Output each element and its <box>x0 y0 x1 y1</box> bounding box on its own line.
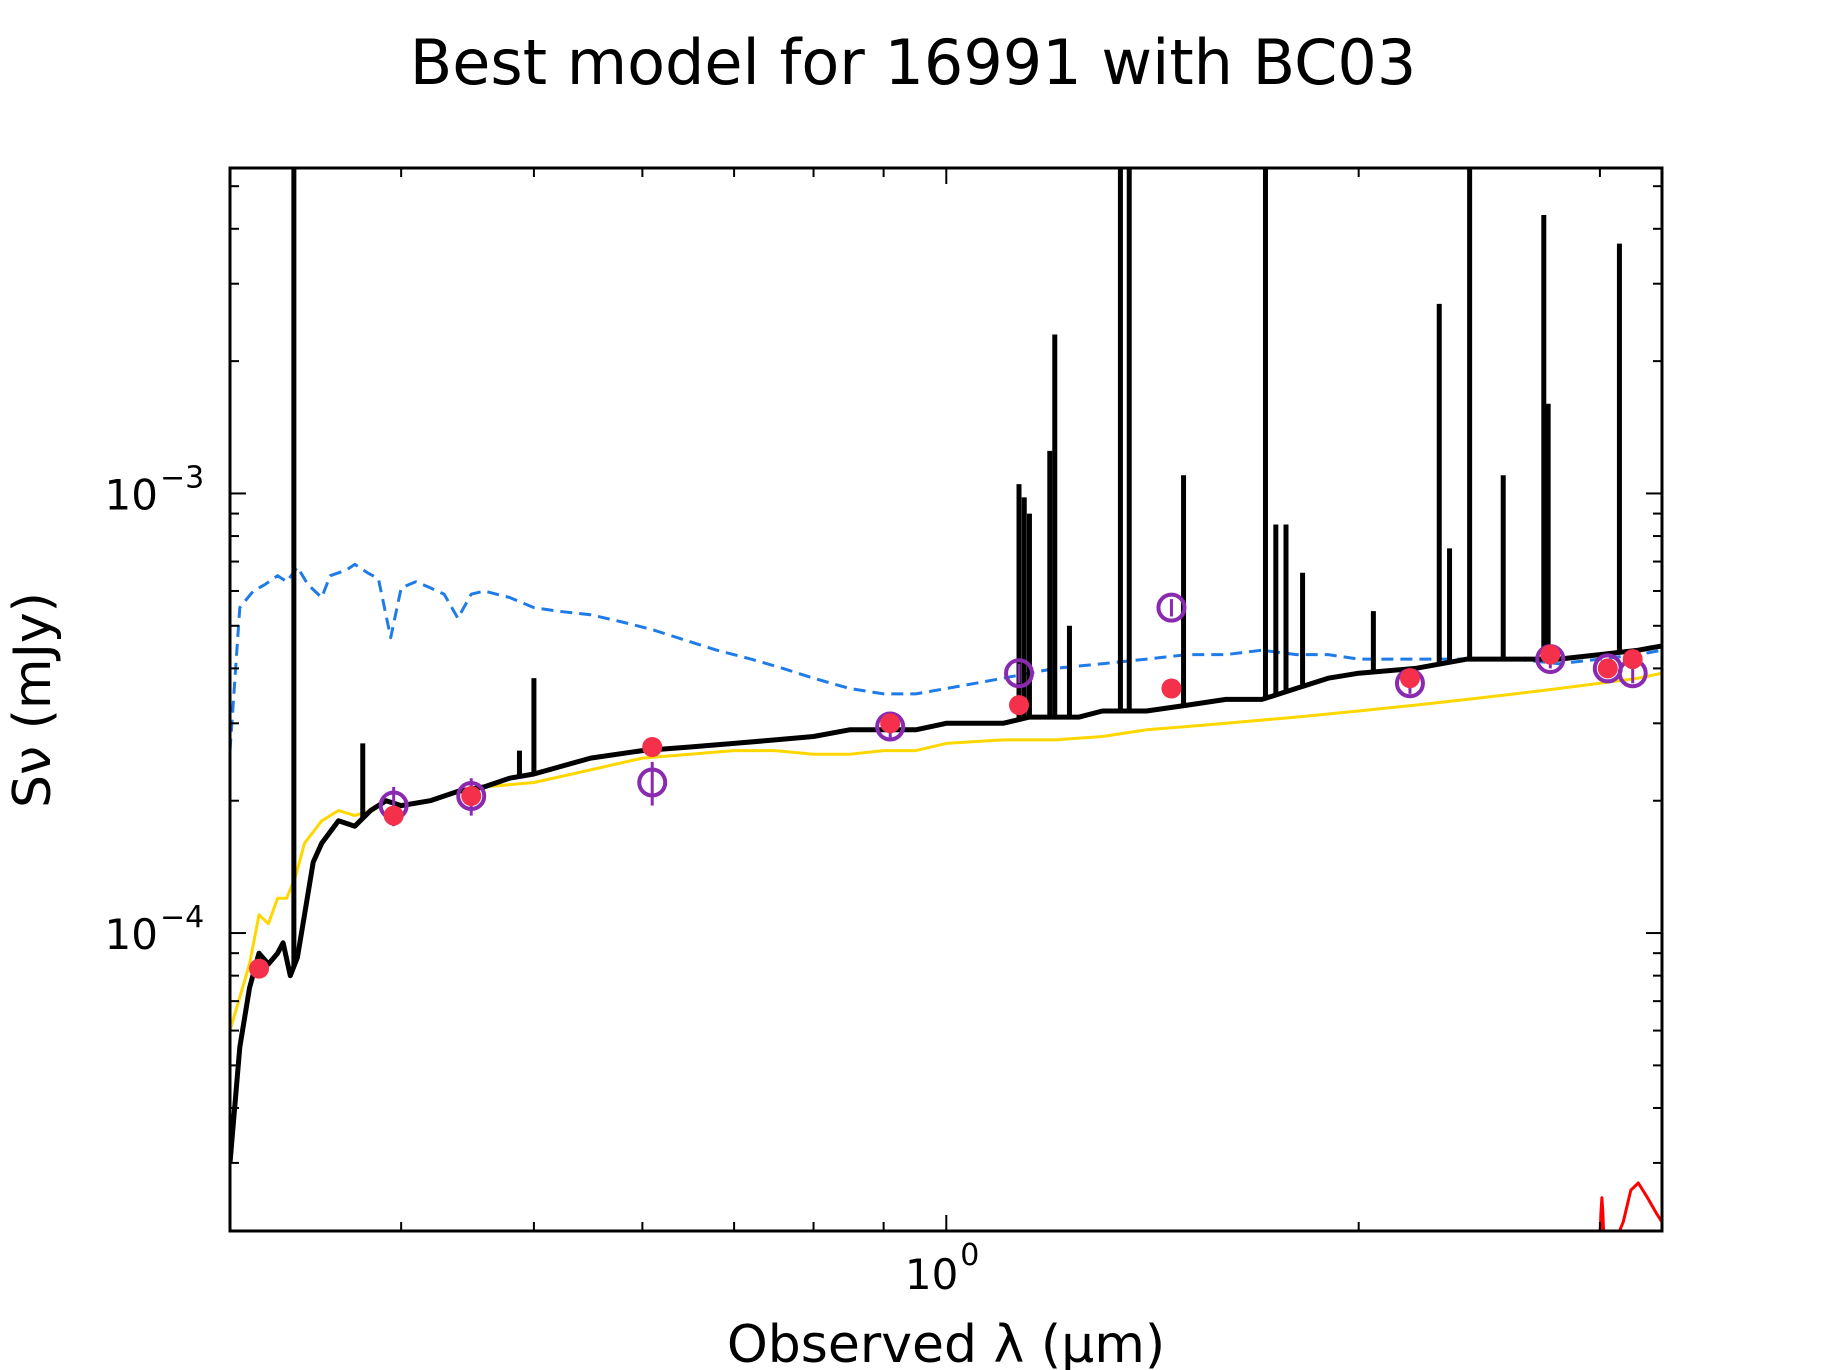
chart-title: Best model for 16991 with BC03 <box>410 26 1417 99</box>
y-tick-exponent: −3 <box>160 460 204 495</box>
y-axis-label: Sν (mJy) <box>3 592 63 808</box>
model-point-4 <box>880 713 901 734</box>
y-tick-label-1e-4: 10 −4 <box>105 900 205 959</box>
y-tick-base: 10 <box>105 910 158 959</box>
observed-point-5 <box>1156 592 1187 623</box>
plot-frame <box>228 166 1664 1233</box>
x-tick-base: 10 <box>905 1250 958 1299</box>
model-point-10 <box>1622 649 1643 670</box>
model-point-9 <box>1597 658 1618 679</box>
x-axis-label: Observed λ (μm) <box>727 1315 1165 1370</box>
y-tick-label-1e-3: 10 −3 <box>105 460 205 519</box>
emission-line-layer <box>291 168 1622 967</box>
photometry-points-layer <box>249 592 1648 979</box>
model-point-7 <box>1399 668 1420 689</box>
model-point-1 <box>383 805 404 826</box>
model-point-5 <box>1009 695 1030 716</box>
model-point-2 <box>461 786 482 807</box>
series-layer <box>230 562 1662 1231</box>
x-tick-exponent: 0 <box>960 1238 979 1273</box>
axis-ticks <box>229 168 1662 1231</box>
observed-point-2 <box>637 767 668 798</box>
series-line-2 <box>230 643 1662 1164</box>
model-point-6 <box>1161 678 1182 699</box>
y-tick-base: 10 <box>105 470 158 519</box>
model-point-8 <box>1540 644 1561 665</box>
observed-point-4 <box>1004 658 1035 689</box>
x-tick-label-1: 10 0 <box>905 1238 980 1299</box>
observed-point-1 <box>456 781 487 812</box>
series-line-0 <box>230 562 1662 751</box>
series-line-1 <box>230 671 1662 1032</box>
model-point-0 <box>249 958 270 979</box>
y-tick-exponent: −4 <box>160 900 204 935</box>
series-line-3 <box>1598 1181 1662 1231</box>
model-point-3 <box>642 736 663 757</box>
